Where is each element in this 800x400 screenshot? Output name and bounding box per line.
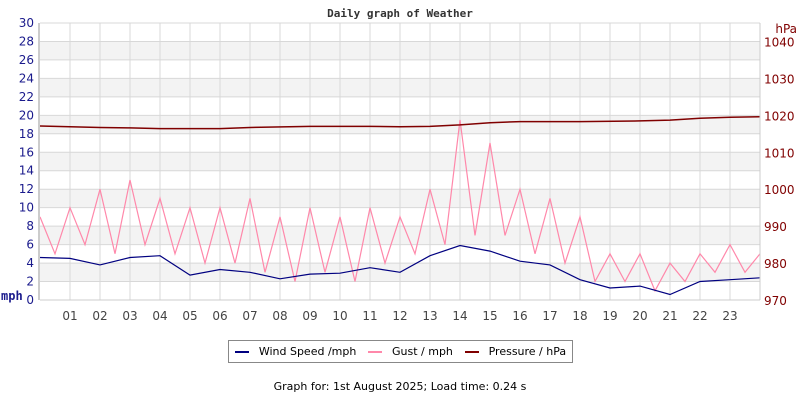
left-tick-label: 4	[26, 256, 34, 270]
x-tick-label: 15	[482, 309, 497, 323]
left-tick-label: 28	[19, 34, 34, 48]
x-tick-label: 01	[62, 309, 77, 323]
x-tick-label: 21	[662, 309, 677, 323]
series-line-gust-mph	[39, 119, 761, 293]
right-tick-label: 1040	[764, 35, 795, 49]
x-tick-label: 23	[722, 309, 737, 323]
right-axis-unit: hPa	[775, 22, 797, 36]
x-tick-label: 05	[182, 309, 197, 323]
legend-label-wind: Wind Speed /mph	[258, 345, 357, 358]
left-tick-label: 26	[19, 53, 34, 67]
left-tick-label: 22	[19, 90, 34, 104]
chart-title: Daily graph of Weather	[327, 7, 473, 20]
x-tick-label: 17	[542, 309, 557, 323]
left-tick-label: 0	[26, 293, 34, 307]
x-tick-label: 18	[572, 309, 587, 323]
legend-swatch-pressure	[464, 350, 479, 353]
x-tick-label: 13	[422, 309, 437, 323]
x-tick-label: 22	[692, 309, 707, 323]
right-tick-label: 1020	[764, 109, 795, 123]
legend: Wind Speed /mph Gust / mph Pressure / hP…	[228, 340, 573, 363]
x-tick-label: 08	[272, 309, 287, 323]
right-tick-label: 1000	[764, 183, 795, 197]
right-tick-label: 1010	[764, 146, 795, 160]
footer-status: Graph for: 1st August 2025; Load time: 0…	[273, 380, 527, 393]
left-tick-label: 10	[19, 201, 34, 215]
left-tick-label: 30	[19, 16, 34, 30]
x-tick-label: 20	[632, 309, 647, 323]
x-tick-label: 02	[92, 309, 107, 323]
x-tick-label: 09	[302, 309, 317, 323]
x-tick-label: 03	[122, 309, 137, 323]
left-tick-label: 8	[26, 219, 34, 233]
series-line-wind-speed-mph	[39, 244, 761, 296]
left-tick-label: 24	[19, 71, 34, 85]
legend-swatch-wind	[234, 350, 249, 353]
x-tick-label: 16	[512, 309, 527, 323]
legend-item-gust: Gust / mph	[368, 345, 453, 358]
left-tick-label: 12	[19, 182, 34, 196]
left-tick-label: 16	[19, 145, 34, 159]
legend-item-pressure: Pressure / hPa	[464, 345, 567, 358]
legend-item-wind: Wind Speed /mph	[234, 345, 357, 358]
right-tick-label: 970	[764, 294, 787, 308]
x-tick-label: 07	[242, 309, 257, 323]
x-tick-label: 04	[152, 309, 167, 323]
right-tick-label: 980	[764, 257, 787, 271]
left-tick-label: 6	[26, 238, 34, 252]
right-tick-label: 1030	[764, 72, 795, 86]
legend-label-gust: Gust / mph	[392, 345, 453, 358]
x-tick-label: 19	[602, 309, 617, 323]
left-axis-unit: mph	[1, 289, 23, 303]
x-tick-label: 14	[452, 309, 467, 323]
legend-swatch-gust	[368, 350, 382, 353]
x-tick-label: 10	[332, 309, 347, 323]
x-tick-label: 12	[392, 309, 407, 323]
left-tick-label: 20	[19, 108, 34, 122]
left-tick-label: 2	[26, 275, 34, 289]
left-tick-label: 14	[19, 164, 34, 178]
left-tick-label: 18	[19, 127, 34, 141]
x-tick-label: 06	[212, 309, 227, 323]
legend-label-pressure: Pressure / hPa	[488, 345, 567, 358]
series-line-pressure-hpa	[39, 116, 761, 130]
x-tick-label: 11	[362, 309, 377, 323]
right-tick-label: 990	[764, 220, 787, 234]
